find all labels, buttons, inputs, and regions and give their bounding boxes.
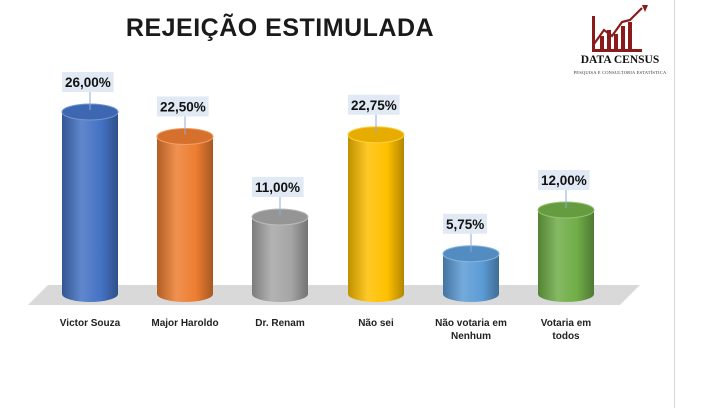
value-label-box	[252, 177, 304, 197]
bar-3	[251, 208, 309, 302]
value-label: 11,00%	[255, 180, 300, 195]
bar-5	[442, 245, 500, 302]
category-label: Nenhum	[451, 331, 491, 342]
value-label: 22,50%	[160, 100, 206, 115]
category-label: Não sei	[358, 318, 394, 329]
value-label: 26,00%	[65, 75, 111, 90]
category-label: Votaria em	[541, 318, 591, 329]
category-label: Não votaria em	[435, 318, 507, 329]
bar-1	[61, 103, 119, 302]
value-label-box	[538, 170, 590, 190]
bar-body	[443, 253, 499, 302]
bar-body	[348, 134, 404, 302]
category-label: Victor Souza	[60, 318, 121, 329]
data-census-logo	[592, 5, 648, 52]
bar-body	[538, 210, 594, 302]
bar-body	[157, 136, 213, 302]
bar-body	[252, 217, 308, 302]
value-label: 22,75%	[351, 98, 397, 113]
category-label: Dr. Renam	[255, 318, 305, 329]
value-label-box	[157, 96, 209, 117]
value-label: 12,00%	[541, 173, 587, 188]
value-label-box	[443, 213, 487, 234]
chart-title: REJEIÇÃO ESTIMULADA	[125, 14, 435, 42]
category-label: Major Haroldo	[151, 318, 218, 329]
brand-tagline: PESQUISA E CONSULTORIA ESTATÍSTICA	[573, 70, 667, 75]
value-label-box	[62, 72, 114, 92]
brand-name: DATA CENSUS	[580, 54, 660, 66]
bar-4	[347, 126, 405, 302]
bar-2	[156, 128, 214, 302]
category-label: todos	[552, 331, 580, 342]
bar-6	[537, 201, 595, 302]
bar-body	[62, 112, 118, 302]
value-label: 5,75%	[446, 217, 484, 232]
value-label-box	[348, 94, 400, 115]
right-edge-divider	[674, 0, 675, 408]
